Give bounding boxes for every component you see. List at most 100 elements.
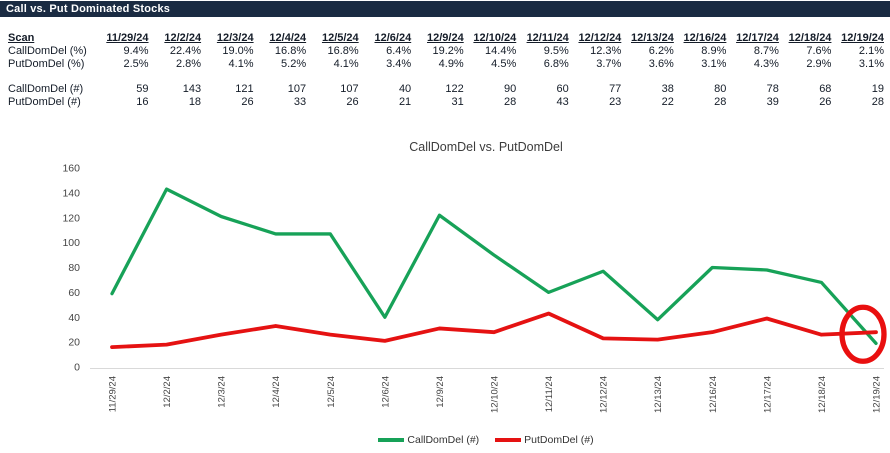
cell-value: 19.2% — [432, 44, 464, 57]
cell-value: 80 — [714, 82, 727, 95]
x-tick-label: 11/29/24 — [108, 376, 119, 412]
legend-label: PutDomDel (#) — [524, 434, 594, 446]
cell-value: 16.8% — [274, 44, 307, 57]
cell-value: 3.6% — [648, 57, 674, 70]
y-tick-label: 40 — [68, 312, 80, 324]
y-tick-label: 60 — [68, 287, 80, 299]
table-row: PutDomDel (#) 16 18 26 33 26 21 31 28 43 23 22 28 39 2… — [8, 95, 884, 108]
cell-value: 26 — [241, 95, 254, 108]
cell-value: 28 — [714, 95, 727, 108]
cell-value: 4.5% — [491, 57, 517, 70]
cell-value: 19.0% — [222, 44, 254, 57]
cell-value: 40 — [398, 82, 412, 95]
date-header: 12/9/24 — [427, 31, 464, 44]
cell-value: 121 — [235, 82, 254, 95]
cell-value: 19 — [871, 82, 884, 95]
y-tick-label: 100 — [62, 237, 80, 249]
cell-value: 6.4% — [386, 44, 412, 57]
cell-value: 7.6% — [806, 44, 832, 57]
cell-value: 6.8% — [543, 57, 569, 70]
cell-value: 14.4% — [485, 44, 517, 57]
cell-value: 26 — [819, 95, 832, 108]
date-header: 12/12/24 — [578, 31, 622, 44]
date-header: 12/17/24 — [736, 31, 779, 44]
report-title: Call vs. Put Dominated Stocks — [6, 3, 171, 15]
date-header: 12/2/24 — [164, 31, 202, 44]
date-header: 12/18/24 — [788, 31, 832, 44]
red-legend-line-icon — [495, 438, 522, 442]
cell-value: 26 — [346, 95, 359, 108]
cell-value: 90 — [504, 82, 517, 95]
cell-value: 3.1% — [858, 57, 884, 70]
cell-value: 38 — [661, 82, 674, 95]
cell-value: 9.4% — [123, 44, 149, 57]
cell-value: 23 — [609, 95, 622, 108]
date-header: 12/19/24 — [841, 31, 884, 44]
cell-value: 16 — [136, 95, 149, 108]
cell-value: 4.1% — [333, 57, 359, 70]
x-tick-label: 12/18/24 — [817, 376, 828, 413]
cell-value: 4.1% — [228, 57, 254, 70]
cell-value: 12.3% — [590, 44, 622, 57]
date-header: 12/3/24 — [216, 31, 254, 44]
line-chart: 0 20 40 60 80 100 120 140 160 11/29/24 12/2/24 12/3… — [62, 163, 887, 413]
scan-table-container: Scan 11/29/24 12/2/24 12/3/24 12/4/24 12/5/24… — [8, 31, 884, 108]
y-tick-label: 80 — [68, 262, 80, 274]
x-tick-label: 12/13/24 — [653, 376, 664, 413]
table-header-row: Scan 11/29/24 12/2/24 12/3/24 12/4/24 12/5/24… — [8, 31, 884, 44]
x-tick-label: 12/16/24 — [708, 376, 719, 413]
row-label: PutDomDel (%) — [8, 57, 85, 70]
table-spacer-row — [8, 70, 884, 82]
x-tick-label: 12/12/24 — [599, 376, 610, 413]
date-header: 12/5/24 — [321, 31, 359, 44]
table-row: CallDomDel (%) 9.4% 22.4% 19.0% 16.8% 16.8% 6.… — [8, 44, 884, 57]
scan-table: Scan 11/29/24 12/2/24 12/3/24 12/4/24 12/5/24… — [8, 31, 884, 108]
series-line-call — [110, 187, 878, 346]
green-legend-line-icon — [378, 438, 405, 442]
cell-value: 3.1% — [701, 57, 727, 70]
cell-value: 143 — [182, 82, 202, 95]
y-tick-label: 0 — [74, 362, 80, 374]
x-tick-label: 12/9/24 — [435, 376, 446, 408]
cell-value: 21 — [398, 95, 412, 108]
x-tick-label: 12/11/24 — [544, 376, 555, 412]
y-tick-label: 120 — [62, 212, 80, 224]
table-row: PutDomDel (%) 2.5% 2.8% 4.1% 5.2% 4.1% 3.4% 4.9… — [8, 57, 884, 70]
legend-item: PutDomDel (#) — [495, 434, 594, 446]
scan-table-body: Scan 11/29/24 12/2/24 12/3/24 12/4/24 12/5/24… — [8, 31, 884, 108]
cell-value: 9.5% — [543, 44, 569, 57]
cell-value: 31 — [451, 95, 464, 108]
y-tick-label: 20 — [68, 337, 80, 349]
x-tick-label: 12/6/24 — [380, 376, 391, 408]
cell-value: 4.9% — [438, 57, 464, 70]
cell-value: 3.7% — [596, 57, 622, 70]
cell-value: 16.8% — [327, 44, 359, 57]
scan-header: Scan — [8, 31, 35, 44]
cell-value: 2.5% — [123, 57, 149, 70]
cell-value: 68 — [819, 82, 832, 95]
chart-legend: CallDomDel (#) PutDomDel (#) — [90, 432, 882, 448]
cell-value: 39 — [766, 95, 779, 108]
table-row: CallDomDel (#) 59 143 121 107 107 40 122 90 60 77 3… — [8, 82, 884, 95]
cell-value: 43 — [556, 95, 569, 108]
cell-value: 2.8% — [175, 57, 202, 70]
y-tick-label: 160 — [62, 163, 80, 175]
date-header: 12/16/24 — [683, 31, 727, 44]
x-tick-label: 12/3/24 — [217, 376, 228, 408]
series-line-put — [110, 311, 878, 350]
cell-value: 60 — [556, 82, 569, 95]
date-header: 12/13/24 — [631, 31, 674, 44]
cell-value: 107 — [340, 82, 359, 95]
x-tick-label: 12/5/24 — [326, 376, 337, 408]
date-header: 12/4/24 — [269, 31, 307, 44]
date-header: 12/11/24 — [526, 31, 569, 44]
report-title-bar: Call vs. Put Dominated Stocks — [0, 1, 890, 17]
cell-value: 77 — [609, 82, 622, 95]
cell-value: 78 — [766, 82, 779, 95]
row-label: PutDomDel (#) — [8, 95, 81, 108]
cell-value: 5.2% — [281, 57, 307, 70]
cell-value: 22.4% — [169, 44, 202, 57]
x-tick-label: 12/4/24 — [271, 376, 282, 408]
cell-value: 8.7% — [753, 44, 779, 57]
y-tick-label: 140 — [62, 187, 80, 199]
